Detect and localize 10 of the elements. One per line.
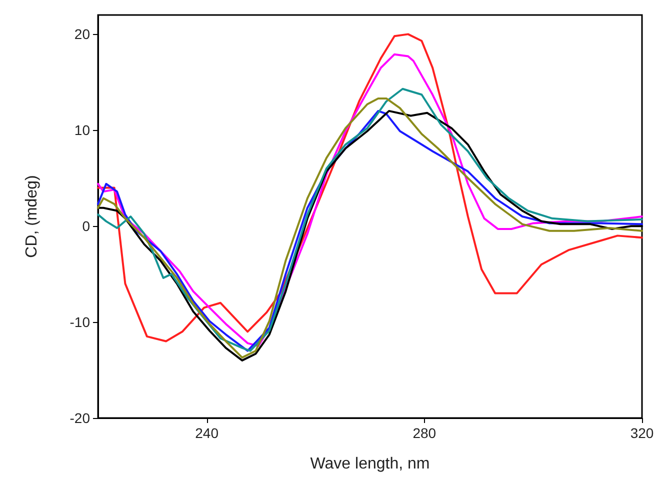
x-tick-label: 280 <box>412 425 436 441</box>
y-tick-label: 10 <box>74 122 90 138</box>
y-tick-label: 20 <box>74 26 90 42</box>
y-axis-title: CD, (mdeg) <box>24 175 40 258</box>
y-tick-label: -10 <box>70 314 90 330</box>
y-tick-label: 0 <box>82 218 90 234</box>
x-tick-label: 320 <box>630 425 654 441</box>
x-axis-title: Wave length, nm <box>310 456 430 472</box>
y-tick-label: -20 <box>70 410 90 426</box>
x-tick-label: 240 <box>195 425 219 441</box>
